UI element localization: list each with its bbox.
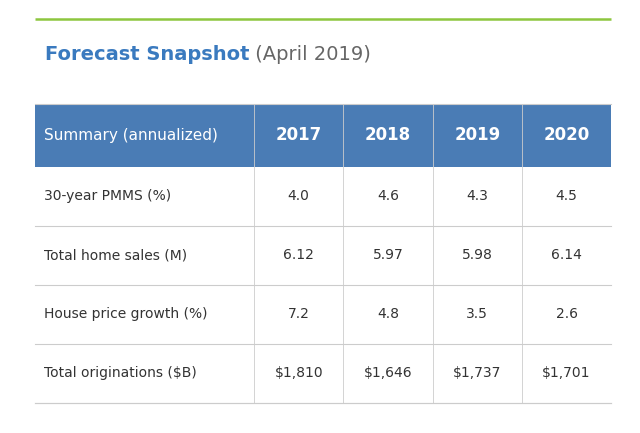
Text: 7.2: 7.2 [288, 307, 310, 321]
Text: 5.98: 5.98 [462, 248, 493, 262]
Text: 2019: 2019 [454, 126, 500, 144]
Text: House price growth (%): House price growth (%) [44, 307, 207, 321]
Text: $1,737: $1,737 [453, 366, 502, 380]
Text: $1,646: $1,646 [364, 366, 412, 380]
Text: 3.5: 3.5 [467, 307, 488, 321]
Text: 6.14: 6.14 [551, 248, 582, 262]
Bar [35, 104, 611, 167]
Text: 5.97: 5.97 [372, 248, 403, 262]
Text: 4.8: 4.8 [377, 307, 399, 321]
Text: 2.6: 2.6 [556, 307, 577, 321]
Text: $1,701: $1,701 [542, 366, 591, 380]
Text: 30-year PMMS (%): 30-year PMMS (%) [44, 189, 171, 203]
Text: 2018: 2018 [365, 126, 411, 144]
Text: 4.0: 4.0 [288, 189, 310, 203]
Text: $1,810: $1,810 [275, 366, 323, 380]
Text: Total originations ($B): Total originations ($B) [44, 366, 196, 380]
Text: 4.5: 4.5 [556, 189, 577, 203]
Text: Forecast Snapshot: Forecast Snapshot [45, 45, 250, 64]
Text: Summary (annualized): Summary (annualized) [44, 128, 218, 143]
Text: 4.6: 4.6 [377, 189, 399, 203]
Text: 4.3: 4.3 [467, 189, 488, 203]
Text: Total home sales (M): Total home sales (M) [44, 248, 187, 262]
Text: (April 2019): (April 2019) [250, 45, 371, 64]
Text: 6.12: 6.12 [284, 248, 314, 262]
Text: 2017: 2017 [276, 126, 322, 144]
Text: 2020: 2020 [543, 126, 589, 144]
